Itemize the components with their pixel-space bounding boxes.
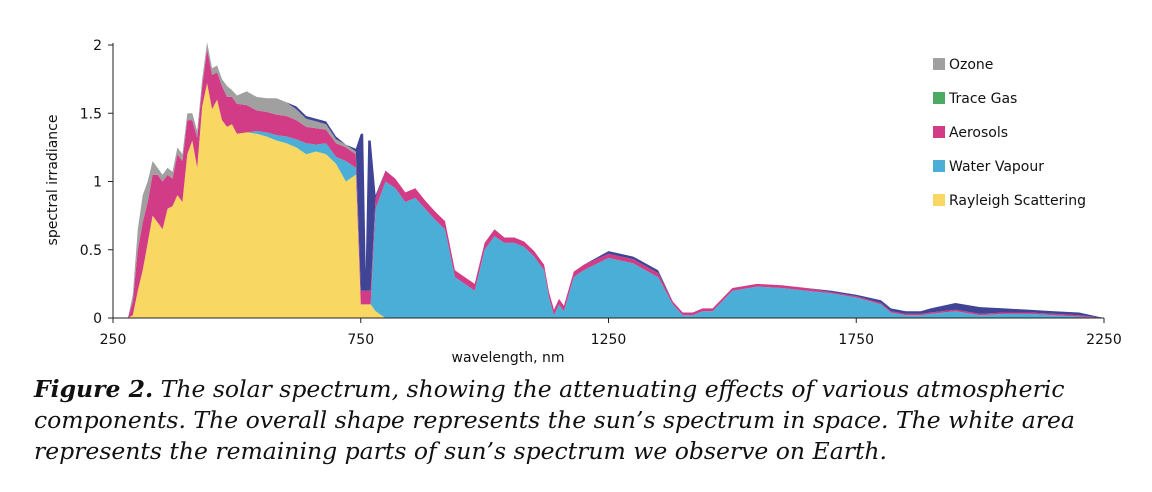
caption-text: The solar spectrum, showing the attenuat…: [34, 375, 1075, 465]
legend-swatch-water-vapour: [933, 160, 945, 172]
x-tick-label: 250: [100, 332, 127, 348]
legend-label-trace-gas: Trace Gas: [948, 91, 1017, 107]
legend-swatch-rayleigh-scattering: [933, 194, 945, 206]
x-tick-label: 1750: [838, 332, 874, 348]
y-tick-label: 2: [93, 38, 102, 54]
legend-swatch-ozone: [933, 58, 945, 70]
legend-label-water-vapour: Water Vapour: [949, 159, 1044, 175]
caption-label: Figure 2.: [34, 375, 154, 403]
spectrum-areas: [127, 42, 1104, 319]
legend-swatch-trace-gas: [933, 92, 945, 104]
y-tick-label: 1.5: [80, 106, 102, 122]
legend-swatch-aerosols: [933, 126, 945, 138]
legend: Ozone Trace Gas Aerosols Water Vapour Raylei…: [933, 57, 1086, 209]
y-tick-label: 0: [93, 311, 102, 327]
area-rayleigh-scattering: [127, 83, 1104, 318]
x-tick-label: 1250: [591, 332, 627, 348]
area-absorption-band: [127, 42, 1104, 319]
legend-label-rayleigh-scattering: Rayleigh Scattering: [949, 193, 1086, 209]
y-axis-title: spectral irradiance: [45, 115, 61, 246]
y-tick-labels: 0 0.5 1 1.5 2: [80, 38, 102, 327]
x-tick-labels: 250 750 1250 1750 2250: [100, 332, 1122, 348]
x-axis-title: wavelength, nm: [452, 350, 565, 366]
y-tick-label: 0.5: [80, 243, 102, 259]
chart-axes: [108, 43, 1105, 323]
area-water-vapour: [127, 83, 1104, 318]
spectrum-chart: 250 750 1250 1750 2250 0 0.5 1 1.5 2 wavelength,…: [45, 38, 1122, 366]
x-tick-label: 750: [347, 332, 374, 348]
x-tick-label: 2250: [1086, 332, 1122, 348]
y-tick-label: 1: [93, 175, 102, 191]
legend-label-aerosols: Aerosols: [949, 125, 1008, 141]
legend-label-ozone: Ozone: [949, 57, 993, 73]
figure-caption: Figure 2. The solar spectrum, showing th…: [34, 374, 1134, 467]
